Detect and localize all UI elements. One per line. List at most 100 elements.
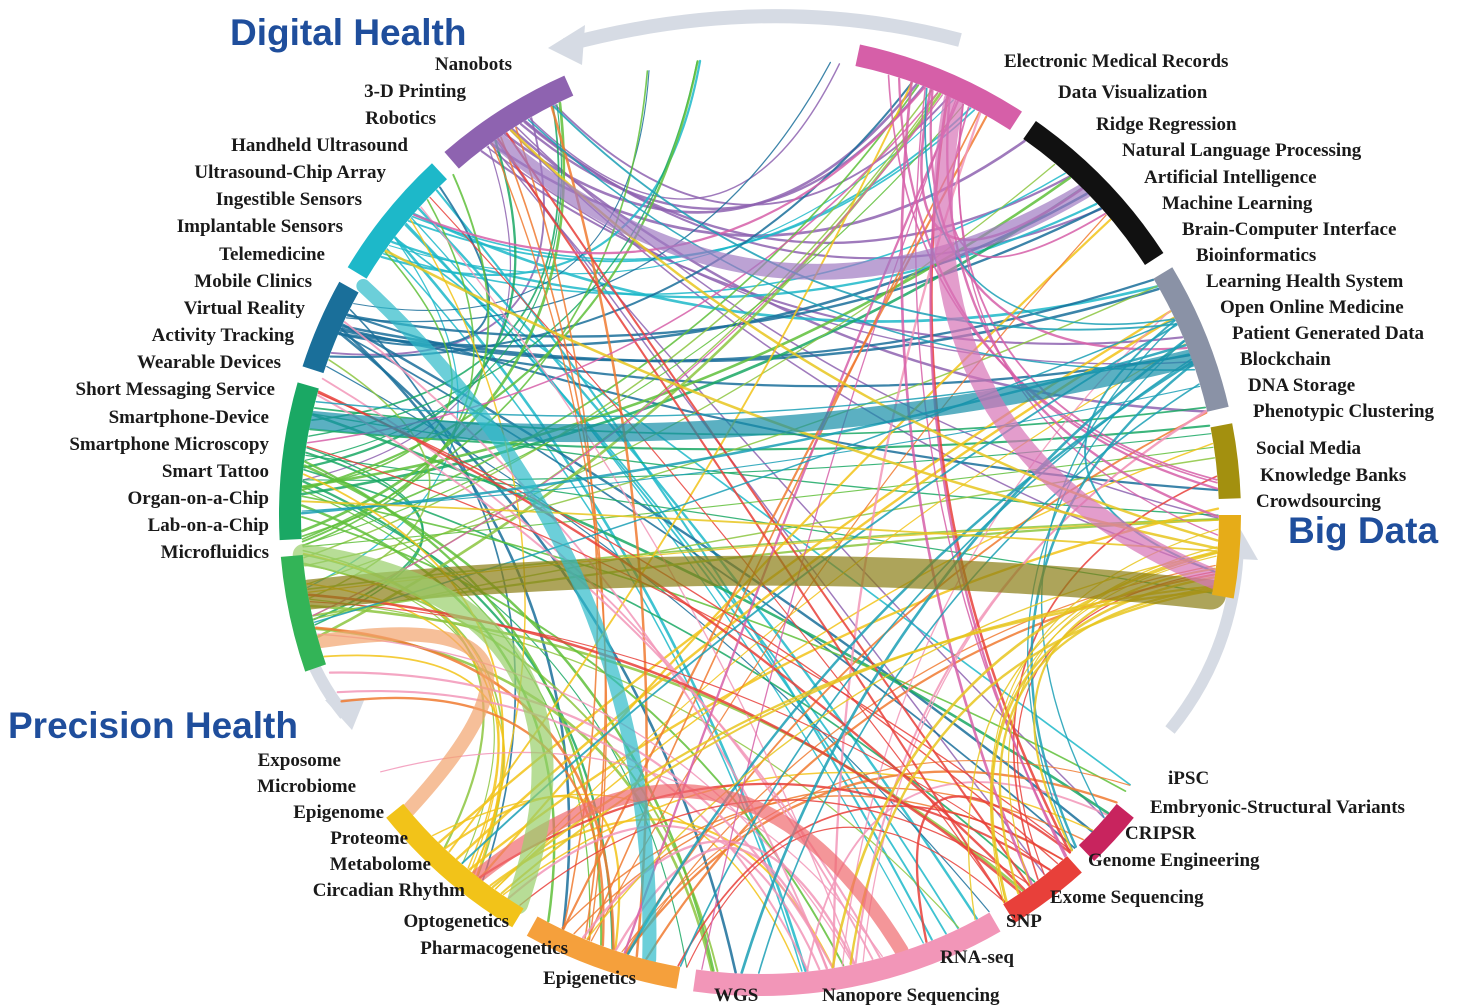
node-label-bigdata-1: Data Visualization bbox=[1058, 82, 1208, 103]
chord-line bbox=[862, 409, 1207, 962]
chord-line bbox=[679, 358, 1192, 967]
arc-digital-telemedicine bbox=[302, 281, 359, 374]
arc-bigdata-blockchain bbox=[1210, 423, 1241, 500]
arc-precision-omics bbox=[386, 803, 524, 928]
node-label-precision-8: Epigenetics bbox=[543, 968, 636, 989]
chord-line bbox=[312, 94, 944, 617]
chord-links bbox=[292, 59, 1227, 974]
node-label-precision-6: Optogenetics bbox=[403, 911, 509, 932]
chord-line bbox=[302, 251, 453, 489]
node-label-genomics-1: Embryonic-Structural Variants bbox=[1150, 797, 1405, 818]
node-label-digital-1: 3-D Printing bbox=[364, 81, 466, 102]
chord-line bbox=[562, 115, 988, 930]
chord-line bbox=[306, 445, 1073, 852]
chord-line bbox=[340, 327, 1191, 388]
arc-digital-sensors bbox=[347, 163, 448, 279]
node-label-digital-11: Wearable Devices bbox=[137, 352, 281, 373]
node-label-digital-15: Smart Tattoo bbox=[162, 461, 269, 482]
node-label-precision-3: Proteome bbox=[330, 828, 408, 849]
chord-line bbox=[552, 105, 1178, 331]
labels-precision-left: Exposome Microbiome Epigenome Proteome Metab… bbox=[257, 750, 636, 989]
node-label-precision-2: Epigenome bbox=[293, 802, 384, 823]
chord-line bbox=[301, 500, 1218, 552]
chord-line bbox=[686, 826, 1006, 968]
labels-big-data: Electronic Medical Records Data Visualiza… bbox=[1004, 51, 1435, 512]
arc-segments bbox=[279, 44, 1241, 996]
chord-line bbox=[757, 383, 1200, 974]
node-label-precision-5: Circadian Rhythm bbox=[313, 880, 465, 901]
chord-line bbox=[338, 186, 490, 347]
node-label-bigdata-8: Learning Health System bbox=[1206, 271, 1404, 292]
chord-line bbox=[967, 546, 1218, 921]
chord-line bbox=[301, 385, 1201, 512]
node-label-bigdata-13: Phenotypic Clustering bbox=[1253, 401, 1435, 422]
chord-line bbox=[353, 70, 650, 311]
chord-line bbox=[303, 139, 517, 469]
group-title-big-data: Big Data bbox=[1288, 510, 1439, 551]
node-label-genomics-5: SNP bbox=[1006, 911, 1042, 932]
chord-ribbon bbox=[292, 543, 554, 915]
node-label-genomics-7: Nanopore Sequencing bbox=[822, 985, 1000, 1006]
arc-digital-robotics bbox=[444, 75, 574, 169]
node-label-genomics-2: CRIPSR bbox=[1125, 823, 1196, 844]
node-label-precision-0: Exposome bbox=[258, 750, 341, 771]
node-label-precision-4: Metabolome bbox=[330, 854, 431, 875]
chord-line bbox=[448, 81, 913, 853]
arc-bigdata-crowd bbox=[1212, 514, 1241, 599]
chord-line bbox=[435, 189, 933, 941]
group-title-precision-health: Precision Health bbox=[8, 705, 298, 746]
node-label-bigdata-15: Knowledge Banks bbox=[1260, 465, 1406, 486]
arc-bigdata-ai bbox=[1023, 120, 1164, 266]
chord-line bbox=[701, 100, 957, 970]
node-label-genomics-0: iPSC bbox=[1168, 768, 1209, 789]
chord-line bbox=[317, 390, 1026, 891]
node-label-digital-4: Ultrasound-Chip Array bbox=[194, 162, 386, 183]
chord-line bbox=[504, 83, 918, 214]
node-label-bigdata-5: Machine Learning bbox=[1162, 193, 1313, 214]
chord-line bbox=[301, 60, 699, 491]
node-label-genomics-4: Exome Sequencing bbox=[1050, 887, 1204, 908]
chord-ribbon bbox=[356, 279, 657, 967]
node-label-bigdata-3: Natural Language Processing bbox=[1122, 140, 1362, 161]
chord-line bbox=[502, 771, 1094, 896]
node-label-bigdata-7: Bioinformatics bbox=[1196, 245, 1316, 266]
chord-line bbox=[346, 207, 1102, 338]
node-label-digital-7: Telemedicine bbox=[219, 244, 325, 265]
chord-line bbox=[1012, 475, 1218, 880]
chord-line bbox=[806, 781, 1108, 972]
chord-line bbox=[998, 587, 1214, 895]
chord-line bbox=[554, 96, 950, 206]
node-label-bigdata-0: Electronic Medical Records bbox=[1004, 51, 1228, 72]
node-label-digital-17: Lab-on-a-Chip bbox=[148, 515, 269, 536]
chord-line bbox=[915, 795, 1072, 943]
node-label-digital-18: Microfluidics bbox=[161, 542, 269, 563]
chord-line bbox=[302, 433, 1212, 482]
chord-line bbox=[302, 104, 965, 546]
arc-precision-crispr bbox=[1003, 856, 1082, 923]
node-label-bigdata-4: Artificial Intelligence bbox=[1144, 167, 1317, 188]
chord-ribbon bbox=[489, 131, 1092, 280]
chord-line bbox=[343, 321, 828, 970]
chord-line bbox=[1007, 550, 1218, 886]
node-label-precision-1: Microbiome bbox=[257, 776, 356, 797]
node-label-bigdata-14: Social Media bbox=[1256, 438, 1362, 459]
node-label-digital-3: Handheld Ultrasound bbox=[231, 135, 408, 156]
chord-line bbox=[849, 589, 1213, 966]
flow-arrow-head-precision-icon bbox=[325, 698, 365, 730]
arc-precision-genetics bbox=[526, 916, 681, 989]
node-label-digital-6: Implantable Sensors bbox=[177, 216, 343, 237]
flow-arrow-bigdata-to-digital bbox=[563, 9, 962, 52]
arc-bigdata-informatics bbox=[1153, 267, 1229, 412]
node-label-digital-9: Virtual Reality bbox=[184, 298, 306, 319]
labels-precision-right: iPSC Embryonic-Structural Variants CRIPSR G… bbox=[714, 768, 1405, 1006]
node-label-genomics-6: RNA-seq bbox=[940, 947, 1014, 968]
node-label-bigdata-10: Patient Generated Data bbox=[1232, 323, 1425, 344]
chord-line bbox=[495, 139, 1045, 875]
node-label-precision-7: Pharmacogenetics bbox=[420, 938, 568, 959]
arc-precision-sequencing bbox=[693, 912, 1001, 996]
chord-line bbox=[303, 89, 933, 559]
chord-line bbox=[677, 805, 1063, 967]
arc-digital-microfluidics bbox=[280, 554, 327, 672]
chord-line bbox=[380, 751, 883, 958]
